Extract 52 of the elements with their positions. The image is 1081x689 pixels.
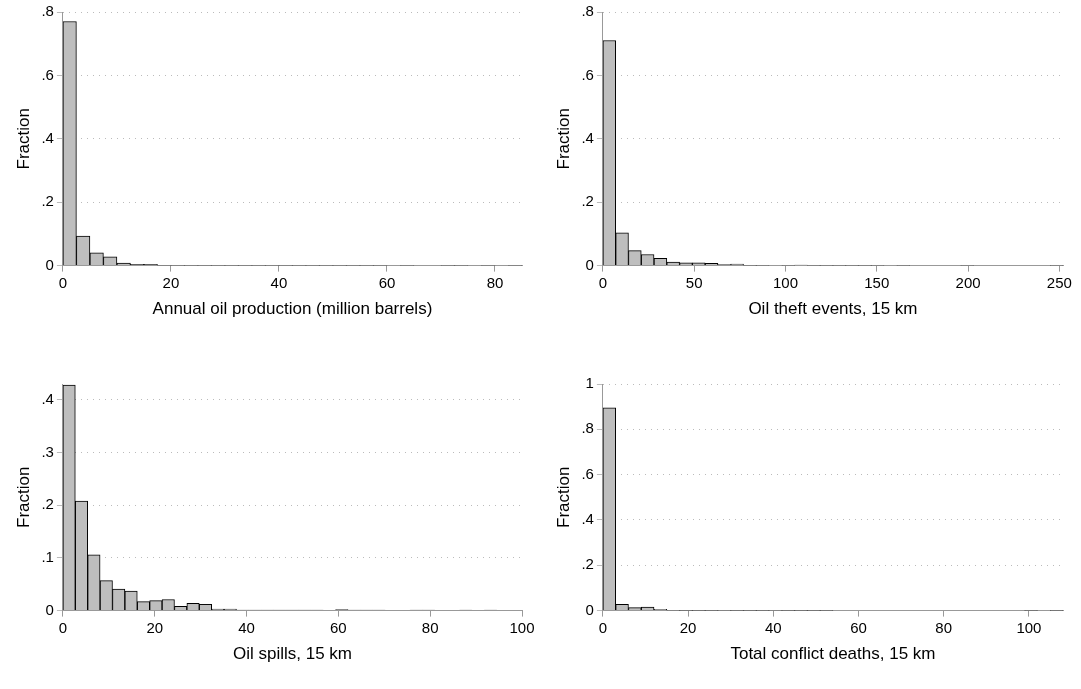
x-tick-label: 60 [850, 618, 867, 636]
x-tick-label: 80 [935, 618, 953, 636]
x-tick-label: 20 [162, 273, 180, 291]
y-tick-label: 0 [585, 255, 594, 273]
y-tick-label: .1 [41, 548, 54, 566]
x-tick-label: 40 [238, 618, 255, 636]
y-tick-label: 0 [45, 255, 54, 273]
x-tick-label: 40 [270, 273, 288, 291]
x-tick-label: 100 [509, 618, 535, 636]
y-tick-label: .4 [581, 510, 594, 528]
x-tick-label: 200 [955, 273, 981, 291]
x-tick-label: 250 [1046, 273, 1072, 291]
y-tick-label: .8 [581, 419, 594, 437]
y-tick-label: .4 [41, 389, 54, 407]
y-tick-label: .6 [41, 65, 54, 83]
y-tick-label: .2 [581, 555, 594, 573]
x-tick-label: 0 [598, 618, 608, 636]
x-axis-title: Annual oil production (million barrels) [152, 299, 433, 319]
x-tick-label: 0 [58, 618, 68, 636]
y-tick-label: 1 [585, 374, 594, 392]
x-axis-title: Oil theft events, 15 km [748, 299, 918, 319]
x-tick-label: 20 [146, 618, 164, 636]
y-axis-title: Fraction [553, 466, 573, 529]
x-tick-label: 80 [486, 273, 504, 291]
y-tick-label: .2 [41, 495, 54, 513]
y-axis-title: Fraction [13, 108, 33, 170]
x-axis-title: Total conflict deaths, 15 km [730, 644, 936, 664]
y-axis-title: Fraction [13, 466, 33, 529]
x-tick-label: 0 [598, 273, 608, 291]
x-tick-label: 40 [764, 618, 782, 636]
y-axis-title: Fraction [553, 108, 573, 170]
x-tick-label: 150 [864, 273, 890, 291]
y-tick-label: 0 [585, 600, 594, 618]
y-tick-label: .2 [41, 192, 54, 210]
y-tick-label: .6 [581, 464, 594, 482]
x-tick-label: 20 [679, 618, 697, 636]
y-tick-label: 0 [45, 600, 54, 618]
y-tick-label: .8 [41, 2, 54, 20]
x-tick-label: 60 [378, 273, 396, 291]
y-tick-label: .6 [581, 65, 594, 83]
x-tick-label: 50 [685, 273, 703, 291]
y-tick-label: .3 [41, 442, 54, 460]
x-tick-label: 80 [421, 618, 439, 636]
x-tick-label: 0 [58, 273, 68, 291]
y-tick-label: .8 [581, 2, 594, 20]
x-axis-title: Oil spills, 15 km [232, 644, 352, 664]
y-tick-label: .4 [41, 128, 54, 146]
y-tick-label: .2 [581, 192, 594, 210]
x-tick-label: 100 [772, 273, 798, 291]
x-tick-label: 100 [1016, 618, 1042, 636]
y-tick-label: .4 [581, 128, 594, 146]
x-tick-label: 60 [330, 618, 347, 636]
